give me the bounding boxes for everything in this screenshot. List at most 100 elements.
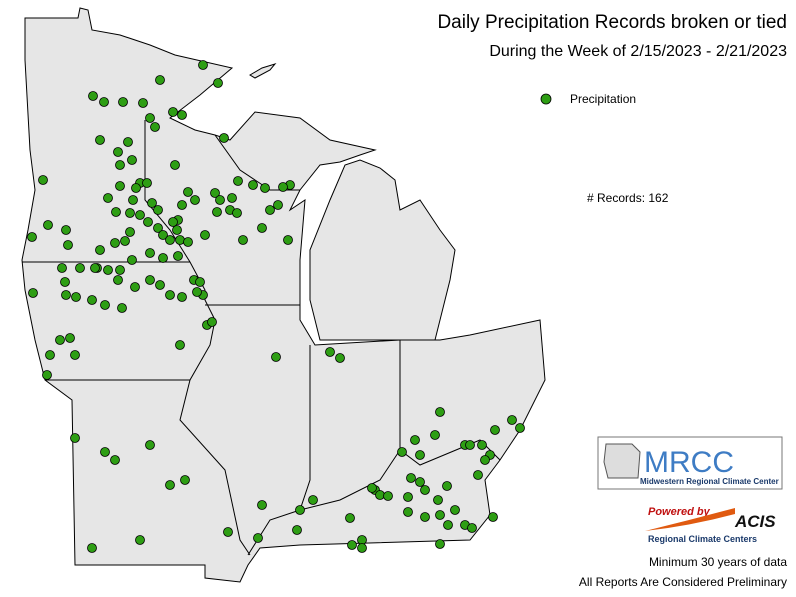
record-dot: [257, 500, 267, 510]
record-dot: [127, 155, 137, 165]
record-dot: [153, 223, 163, 233]
record-dot: [442, 481, 452, 491]
record-dot: [99, 97, 109, 107]
acis-sub: Regional Climate Centers: [648, 534, 757, 544]
record-dot: [158, 253, 168, 263]
record-dot: [125, 208, 135, 218]
record-dot: [135, 535, 145, 545]
record-dot: [253, 533, 263, 543]
record-dot: [170, 160, 180, 170]
mrcc-logo: MRCC Midwestern Regional Climate Center: [597, 436, 783, 490]
record-dot: [28, 288, 38, 298]
state-border: [399, 340, 501, 466]
record-dot: [128, 195, 138, 205]
record-dot: [192, 287, 202, 297]
records-count: # Records: 162: [587, 191, 669, 205]
record-dot: [110, 238, 120, 248]
record-dot: [110, 455, 120, 465]
record-dot: [123, 137, 133, 147]
record-dot: [238, 235, 248, 245]
record-dot: [260, 183, 270, 193]
logo-fullname: Midwestern Regional Climate Center: [640, 477, 779, 486]
record-dot: [172, 225, 182, 235]
record-dot: [70, 350, 80, 360]
record-dot: [61, 225, 71, 235]
record-dot: [507, 415, 517, 425]
logo-name: MRCC: [644, 446, 734, 479]
record-dot: [223, 527, 233, 537]
subtitle: During the Week of 2/15/2023 - 2/21/2023: [489, 43, 787, 60]
record-dot: [87, 295, 97, 305]
states: [21, 7, 546, 583]
record-dot: [271, 352, 281, 362]
record-dot: [257, 223, 267, 233]
record-dot: [278, 182, 288, 192]
record-dot: [125, 227, 135, 237]
record-dot: [165, 480, 175, 490]
record-dot: [168, 107, 178, 117]
note: Minimum 30 years of data: [649, 555, 787, 569]
record-dot: [135, 210, 145, 220]
record-dot: [155, 280, 165, 290]
record-dot: [219, 133, 229, 143]
state-border: [247, 449, 401, 556]
record-dot: [488, 512, 498, 522]
record-dot: [420, 512, 430, 522]
record-dot: [212, 207, 222, 217]
record-dot: [168, 217, 178, 227]
record-dot: [173, 251, 183, 261]
record-dot: [100, 300, 110, 310]
record-dot: [153, 205, 163, 215]
record-dot: [55, 335, 65, 345]
record-dot: [113, 147, 123, 157]
record-dot: [435, 407, 445, 417]
record-dot: [63, 240, 73, 250]
record-dot: [403, 492, 413, 502]
record-dot: [180, 475, 190, 485]
record-dot: [183, 187, 193, 197]
record-dot: [142, 178, 152, 188]
record-dot: [175, 340, 185, 350]
record-dot: [115, 265, 125, 275]
record-dot: [155, 75, 165, 85]
record-dot: [117, 303, 127, 313]
record-dot: [70, 433, 80, 443]
record-dot: [95, 135, 105, 145]
record-dot: [38, 175, 48, 185]
record-dot: [100, 447, 110, 457]
record-dot: [410, 435, 420, 445]
record-dot: [175, 235, 185, 245]
record-dot: [283, 235, 293, 245]
record-dot: [103, 193, 113, 203]
record-dot: [113, 275, 123, 285]
record-dot: [177, 110, 187, 120]
record-dot: [75, 263, 85, 273]
record-dot: [383, 491, 393, 501]
record-dot: [210, 188, 220, 198]
record-dot: [480, 455, 490, 465]
record-dot: [130, 282, 140, 292]
record-dot: [435, 539, 445, 549]
record-dot: [177, 200, 187, 210]
record-dot: [131, 183, 141, 193]
acis-name: ACIS: [734, 512, 776, 531]
record-dot: [65, 333, 75, 343]
record-dot: [347, 540, 357, 550]
record-dot: [443, 520, 453, 530]
record-dot: [111, 207, 121, 217]
record-dot: [367, 483, 377, 493]
record-dot: [61, 290, 71, 300]
record-dot: [248, 180, 258, 190]
record-dot: [477, 440, 487, 450]
record-dot: [325, 347, 335, 357]
legend-marker: [540, 93, 552, 105]
record-dot: [45, 350, 55, 360]
record-dot: [450, 505, 460, 515]
record-dot: [165, 290, 175, 300]
powered-by: Powered by: [648, 506, 711, 518]
record-dot: [150, 122, 160, 132]
michigan-lower: [309, 159, 456, 341]
record-dot: [435, 510, 445, 520]
state-border: [299, 345, 311, 511]
